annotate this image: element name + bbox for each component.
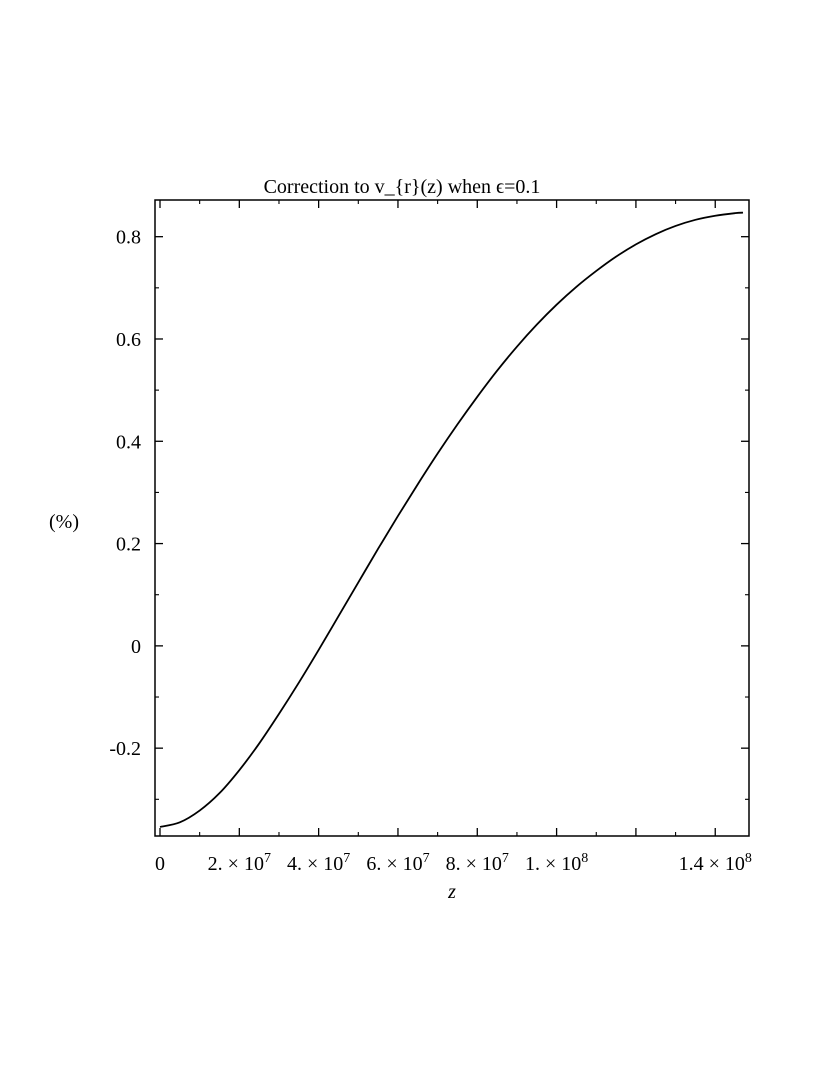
y-tick-label: 0.8 bbox=[116, 227, 141, 249]
series-line bbox=[159, 211, 744, 828]
x-tick-label: 1. × 108 bbox=[525, 851, 588, 875]
series-layer bbox=[159, 211, 744, 828]
chart-title: Correction to v_{r}(z) when ϵ=0.1 bbox=[264, 176, 541, 198]
x-tick-exponent: 7 bbox=[264, 851, 271, 866]
x-tick-exponent: 8 bbox=[581, 851, 588, 866]
x-tick-label: 8. × 107 bbox=[446, 851, 509, 875]
x-axis-ticks: 0 2. × 107 4. × 107 6. × 107 8. × 107 1. × 10… bbox=[155, 200, 752, 875]
y-axis-ticks: -0.2 0 0.2 0.4 0.6 0.8 bbox=[109, 227, 749, 800]
x-tick-exponent: 7 bbox=[502, 851, 509, 866]
x-tick-label: 6. × 107 bbox=[366, 851, 429, 875]
y-tick-label: 0.6 bbox=[116, 329, 141, 351]
x-axis-label: z bbox=[447, 881, 456, 903]
x-tick-exponent: 7 bbox=[423, 851, 430, 866]
x-tick-exponent: 7 bbox=[343, 851, 350, 866]
y-tick-label: 0.4 bbox=[116, 431, 141, 453]
x-tick-label: 2. × 107 bbox=[208, 851, 271, 875]
y-tick-label: -0.2 bbox=[109, 738, 141, 760]
y-tick-label: 0.2 bbox=[116, 534, 141, 556]
x-tick-label: 4. × 107 bbox=[287, 851, 350, 875]
x-tick-label: 0 bbox=[155, 853, 165, 875]
y-axis-label: (%) bbox=[49, 511, 79, 533]
x-tick-label: 1.4 × 108 bbox=[679, 851, 752, 875]
x-tick-exponent: 8 bbox=[745, 851, 752, 866]
y-tick-label: 0 bbox=[131, 636, 141, 658]
plot-area-frame bbox=[154, 199, 750, 837]
